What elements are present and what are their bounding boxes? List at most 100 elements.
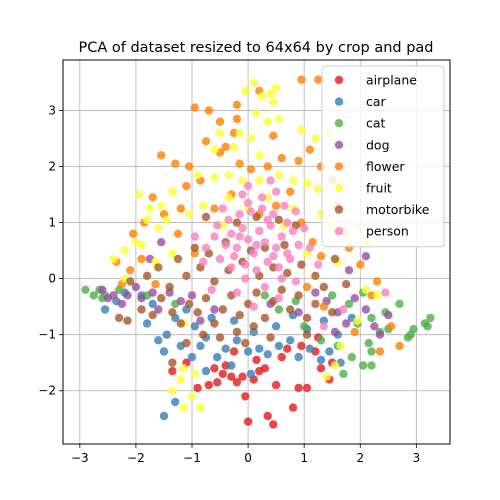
point-motorbike-27 xyxy=(210,277,219,286)
point-motorbike-9 xyxy=(210,319,219,328)
point-motorbike-45 xyxy=(249,322,258,331)
point-person-38 xyxy=(277,274,286,283)
point-fruit-67 xyxy=(372,291,382,300)
point-airplane-0 xyxy=(168,366,177,376)
point-fruit-5 xyxy=(269,97,278,107)
point-fruit-48 xyxy=(179,403,188,412)
point-airplane-21 xyxy=(277,352,286,362)
point-fruit-68 xyxy=(252,109,261,118)
point-motorbike-52 xyxy=(274,215,284,224)
point-airplane-11 xyxy=(241,392,250,401)
point-dog-15 xyxy=(361,305,371,314)
legend-label-airplane: airplane xyxy=(366,73,417,88)
point-car-39 xyxy=(201,366,211,376)
point-dog-26 xyxy=(117,299,127,309)
point-person-50 xyxy=(291,207,300,216)
point-flower-34 xyxy=(356,260,365,269)
point-flower-2 xyxy=(215,117,225,126)
point-dog-25 xyxy=(311,288,320,297)
legend-marker-dog xyxy=(334,140,344,149)
point-flower-42 xyxy=(271,201,281,210)
point-flower-19 xyxy=(277,153,286,163)
point-car-40 xyxy=(246,369,256,379)
point-motorbike-22 xyxy=(319,282,328,292)
point-fruit-33 xyxy=(120,246,129,255)
point-dog-27 xyxy=(196,316,205,325)
point-person-5 xyxy=(249,249,258,258)
point-cat-23 xyxy=(367,313,376,323)
legend-marker-person xyxy=(334,227,344,236)
y-tick-label-4: 2 xyxy=(48,160,56,174)
point-motorbike-49 xyxy=(182,338,191,348)
point-cat-5 xyxy=(395,299,404,309)
point-motorbike-6 xyxy=(185,299,194,309)
point-person-0 xyxy=(221,240,230,250)
point-cat-32 xyxy=(406,330,415,339)
point-dog-20 xyxy=(157,238,166,247)
point-fruit-24 xyxy=(314,184,323,194)
point-motorbike-34 xyxy=(311,271,320,280)
point-airplane-3 xyxy=(213,378,222,387)
x-tick-label-4: 1 xyxy=(300,451,308,465)
point-flower-36 xyxy=(372,277,382,286)
point-flower-7 xyxy=(232,100,242,110)
point-motorbike-35 xyxy=(154,263,163,272)
point-person-56 xyxy=(243,181,253,191)
point-motorbike-50 xyxy=(252,212,261,222)
point-fruit-1 xyxy=(249,78,258,87)
point-car-38 xyxy=(154,336,163,345)
point-fruit-51 xyxy=(176,375,185,384)
point-cat-21 xyxy=(344,299,354,309)
point-motorbike-48 xyxy=(168,358,177,367)
point-flower-13 xyxy=(201,137,211,146)
point-motorbike-60 xyxy=(114,313,124,323)
point-motorbike-56 xyxy=(342,280,351,289)
point-person-22 xyxy=(241,260,250,269)
point-flower-38 xyxy=(395,341,404,351)
legend-marker-airplane xyxy=(334,75,344,85)
point-car-12 xyxy=(221,344,230,353)
point-cat-29 xyxy=(339,369,348,379)
point-cat-20 xyxy=(328,291,337,300)
point-person-10 xyxy=(277,232,286,241)
point-person-2 xyxy=(232,243,242,252)
point-person-30 xyxy=(300,224,309,233)
point-person-33 xyxy=(238,190,247,199)
point-motorbike-33 xyxy=(297,260,306,269)
x-tick-label-1: −2 xyxy=(127,451,145,465)
point-car-19 xyxy=(286,336,295,345)
point-motorbike-10 xyxy=(218,305,227,314)
point-person-39 xyxy=(291,277,300,286)
point-person-49 xyxy=(218,204,227,213)
point-fruit-58 xyxy=(199,201,208,210)
point-flower-18 xyxy=(263,162,272,171)
point-airplane-14 xyxy=(269,420,278,429)
point-flower-29 xyxy=(137,254,146,264)
point-dog-13 xyxy=(342,319,351,328)
point-person-7 xyxy=(260,238,270,247)
point-car-23 xyxy=(325,347,334,356)
point-dog-19 xyxy=(344,266,354,275)
point-flower-8 xyxy=(157,151,166,160)
legend-frame xyxy=(321,65,445,248)
point-motorbike-18 xyxy=(286,305,295,314)
point-fruit-26 xyxy=(157,201,166,210)
point-airplane-12 xyxy=(243,417,253,426)
point-person-54 xyxy=(319,322,328,331)
point-flower-51 xyxy=(316,252,326,261)
point-fruit-12 xyxy=(210,145,219,154)
point-cat-0 xyxy=(81,285,90,294)
point-person-57 xyxy=(266,176,275,185)
point-flower-20 xyxy=(294,156,303,166)
point-person-45 xyxy=(252,240,261,250)
legend: airplane car cat dog flower fruit motorbike per… xyxy=(321,65,445,248)
point-cat-27 xyxy=(274,305,284,314)
point-car-8 xyxy=(187,352,197,362)
point-person-14 xyxy=(246,207,256,216)
point-person-48 xyxy=(263,215,272,224)
point-flower-24 xyxy=(148,193,157,202)
legend-marker-cat xyxy=(334,119,344,128)
point-dog-16 xyxy=(370,322,379,331)
legend-marker-motorbike xyxy=(334,205,344,214)
point-cat-12 xyxy=(367,361,376,370)
